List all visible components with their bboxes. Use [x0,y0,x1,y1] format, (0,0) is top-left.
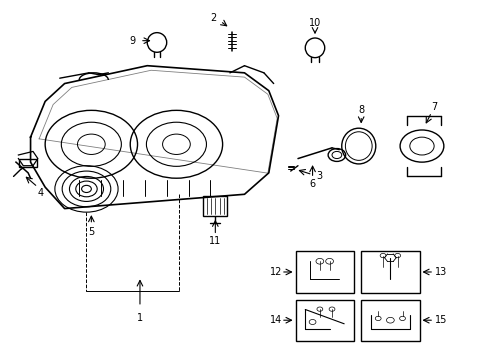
Bar [295,251,353,293]
Text: 9: 9 [129,36,136,46]
Bar [203,196,227,216]
Text: 6: 6 [309,179,315,189]
Text: 15: 15 [434,315,447,325]
Text: 5: 5 [88,227,94,237]
Text: 4: 4 [37,188,43,198]
Text: 1: 1 [137,312,142,323]
Text: 2: 2 [210,13,217,23]
Text: 13: 13 [434,267,447,277]
Bar [20,158,37,167]
Text: 12: 12 [269,267,282,277]
Bar [361,300,419,341]
Text: 3: 3 [316,171,322,181]
Text: 14: 14 [269,315,282,325]
Text: 11: 11 [209,236,221,246]
Text: 10: 10 [308,18,321,28]
Bar [295,300,353,341]
Text: 8: 8 [357,105,364,115]
Text: 7: 7 [430,102,436,112]
Bar [361,251,419,293]
